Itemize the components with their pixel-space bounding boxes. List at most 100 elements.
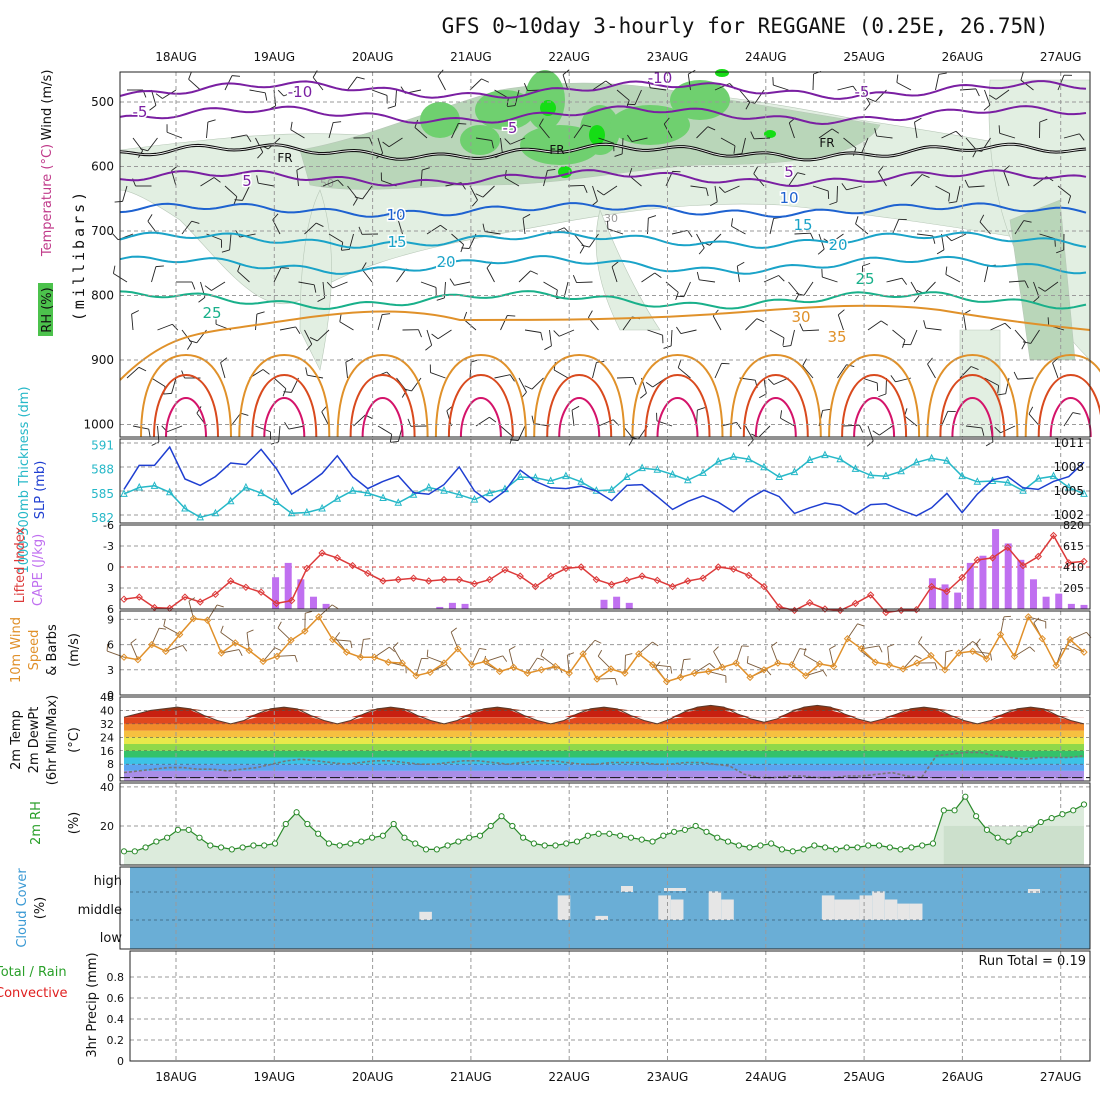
date-axis-top: 18AUG 19AUG 20AUG 21AUG 22AUG 23AUG 24AUG 25AUG…	[155, 50, 1081, 64]
wind-barb	[494, 374, 511, 379]
wind-barb	[1021, 341, 1026, 350]
pressure-tick: 600	[91, 160, 114, 174]
temperature-contour-line	[729, 353, 822, 438]
rh-marker	[476, 832, 484, 839]
cloud-bar-high	[1028, 889, 1040, 893]
wind-barb	[489, 416, 497, 423]
wind-barb	[737, 261, 745, 267]
thickness-line-marker	[668, 469, 677, 478]
wind-speed-line-marker	[440, 659, 448, 667]
wind-barb	[539, 118, 544, 126]
wind-barb	[273, 267, 282, 283]
wind-barb	[522, 213, 531, 219]
wind-label-1: 10m Wind	[9, 617, 24, 683]
slp-line	[123, 445, 1085, 517]
wind-ticks: 9 6 3 0	[107, 613, 114, 702]
wind-speed-line-marker	[788, 661, 796, 669]
temperature-tick: 48	[100, 691, 114, 704]
thickness-line-marker	[699, 468, 707, 476]
lifted-index-line-marker	[257, 588, 265, 596]
rh-marker	[444, 842, 451, 849]
wind-barb	[1033, 281, 1040, 298]
wind-barb	[735, 645, 743, 664]
rh-marker	[271, 840, 279, 847]
rh-marker	[401, 834, 408, 841]
cloud-tick: low	[100, 931, 123, 946]
cloud-bar-middle	[859, 895, 873, 920]
wind-barb	[782, 337, 785, 346]
wind-barb	[995, 89, 1010, 100]
rh-high-area	[525, 70, 565, 130]
thickness-line-marker	[943, 456, 951, 464]
thickness-line-marker	[531, 473, 540, 481]
wind-barb	[220, 625, 224, 633]
wind-barb	[272, 213, 279, 221]
wind-barb	[671, 229, 688, 235]
wind-barb	[159, 627, 167, 630]
wind-barb	[713, 651, 723, 668]
wind-barb	[213, 177, 221, 183]
wind-barb	[994, 426, 1001, 434]
thickness-line-marker	[333, 494, 342, 502]
wind-barb	[927, 357, 933, 365]
wind-barb	[316, 222, 324, 227]
wind-barb	[482, 223, 486, 232]
wind-barb	[321, 411, 330, 427]
wind-barb	[151, 266, 157, 283]
wind-barb	[475, 137, 492, 141]
wind-barb	[440, 224, 448, 231]
date-label-bottom: 20AUG	[352, 1070, 394, 1084]
wind-barb	[753, 137, 771, 140]
wind-barb	[322, 179, 339, 187]
wind-barb	[885, 377, 887, 395]
wind-speed-line-marker	[621, 669, 629, 677]
wind-barb	[507, 315, 516, 317]
thickness-line-marker	[226, 496, 235, 505]
wind-barb	[712, 315, 722, 331]
wind-barb	[709, 663, 716, 669]
wind-barb	[597, 655, 612, 670]
rh-contour-area	[299, 189, 332, 371]
thickness-line-marker	[150, 481, 159, 489]
cloud-panel-frame	[119, 866, 1091, 950]
wind-barb	[914, 117, 922, 123]
wind-barb	[945, 649, 953, 653]
cape-bar	[1029, 579, 1037, 609]
temperature-contour-line	[263, 396, 306, 438]
wind-barb	[984, 89, 991, 106]
thickness-line-marker	[775, 472, 784, 480]
wind-speed-line-marker	[148, 640, 156, 649]
wind-barb	[696, 233, 705, 249]
wind-barb	[469, 185, 478, 201]
lifted-index-line-marker	[1034, 552, 1042, 561]
wind-barb	[264, 92, 268, 101]
wind-barb	[262, 369, 270, 375]
wind-barb	[341, 249, 350, 251]
wind-barb	[163, 392, 172, 395]
wind-barb	[549, 329, 552, 346]
wind-barb	[638, 641, 653, 655]
wind-speed-line-marker	[899, 665, 907, 673]
date-label-bottom: 25AUG	[843, 1070, 885, 1084]
rh-marker	[1016, 830, 1023, 837]
temperature-contour-line	[546, 373, 613, 438]
thickness-line-marker	[165, 487, 174, 496]
wind-barb	[710, 201, 718, 207]
wind-barb	[714, 83, 730, 91]
wind-barb	[892, 219, 900, 235]
wind-barb	[890, 375, 896, 383]
contour-label: 25	[855, 270, 874, 288]
wind-barb	[859, 424, 864, 433]
thickness-line-marker	[897, 466, 905, 475]
wind-barb	[698, 247, 705, 255]
temperature-band	[124, 764, 1084, 771]
rh-high-area	[520, 125, 600, 165]
cape-bar	[272, 577, 280, 609]
rh-marker	[908, 844, 915, 851]
chart-title: GFS 0~10day 3-hourly for REGGANE (0.25E,…	[442, 14, 1049, 38]
wind-barb	[1020, 72, 1024, 81]
cloud-bar-middle	[658, 895, 671, 920]
thickness-line-marker	[638, 463, 646, 472]
precip-tick: 0.4	[107, 1013, 125, 1026]
wind-barb	[984, 266, 989, 283]
